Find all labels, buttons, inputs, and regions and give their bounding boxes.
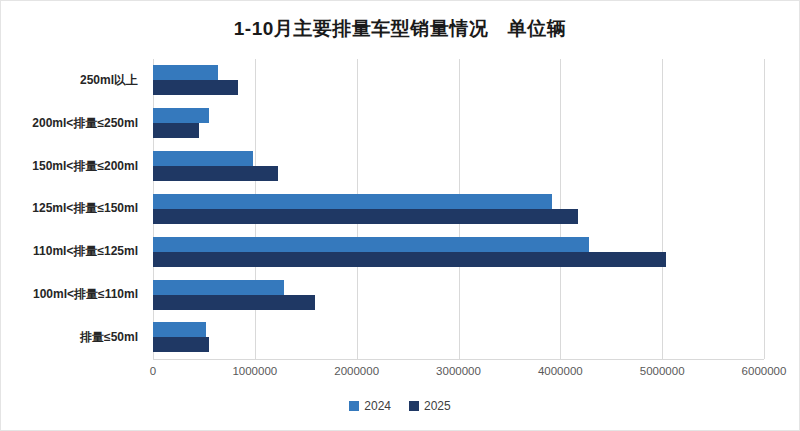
x-tick-label: 2000000 bbox=[334, 365, 379, 377]
category-label: 250ml以上 bbox=[1, 59, 147, 102]
legend-swatch-icon bbox=[349, 401, 359, 411]
x-tick-label: 0 bbox=[150, 365, 156, 377]
bar-group bbox=[153, 188, 764, 231]
gridline bbox=[764, 59, 765, 359]
legend-label: 2025 bbox=[424, 399, 451, 413]
x-axis: 0100000020000003000000400000050000006000… bbox=[153, 365, 764, 381]
legend-label: 2024 bbox=[364, 399, 391, 413]
category-label: 110ml<排量≤125ml bbox=[1, 230, 147, 273]
bar-group bbox=[153, 102, 764, 145]
category-labels: 250ml以上200ml<排量≤250ml150ml<排量≤200ml125ml… bbox=[1, 59, 147, 359]
category-label: 排量≤50ml bbox=[1, 316, 147, 359]
bar-2025 bbox=[153, 295, 315, 310]
bar-2025 bbox=[153, 252, 666, 267]
bar-group bbox=[153, 59, 764, 102]
bar-2024 bbox=[153, 322, 206, 337]
category-label: 125ml<排量≤150ml bbox=[1, 188, 147, 231]
bar-group bbox=[153, 316, 764, 359]
bar-2024 bbox=[153, 237, 589, 252]
category-label: 200ml<排量≤250ml bbox=[1, 102, 147, 145]
x-tick-label: 5000000 bbox=[640, 365, 685, 377]
bar-2025 bbox=[153, 209, 578, 224]
category-label: 100ml<排量≤110ml bbox=[1, 273, 147, 316]
bar-2025 bbox=[153, 337, 209, 352]
legend: 2024 2025 bbox=[1, 399, 799, 413]
x-tick-label: 4000000 bbox=[538, 365, 583, 377]
bar-2024 bbox=[153, 280, 284, 295]
plot-area bbox=[153, 59, 764, 360]
bar-group bbox=[153, 230, 764, 273]
x-tick-label: 6000000 bbox=[742, 365, 787, 377]
bar-group bbox=[153, 145, 764, 188]
legend-swatch-icon bbox=[409, 401, 419, 411]
page-title: 1-10月主要排量车型销量情况 单位辆 bbox=[1, 16, 799, 42]
x-tick-label: 3000000 bbox=[436, 365, 481, 377]
bar-2024 bbox=[153, 151, 253, 166]
legend-item: 2024 bbox=[349, 399, 391, 413]
bar-2024 bbox=[153, 108, 209, 123]
category-label: 150ml<排量≤200ml bbox=[1, 145, 147, 188]
legend-item: 2025 bbox=[409, 399, 451, 413]
bar-2025 bbox=[153, 80, 238, 95]
bar-2025 bbox=[153, 123, 199, 138]
x-tick-label: 1000000 bbox=[232, 365, 277, 377]
bar-2024 bbox=[153, 194, 552, 209]
bar-group bbox=[153, 273, 764, 316]
bar-2025 bbox=[153, 166, 278, 181]
chart: 1-10月主要排量车型销量情况 单位辆 250ml以上200ml<排量≤250m… bbox=[0, 0, 800, 431]
bar-2024 bbox=[153, 65, 218, 80]
